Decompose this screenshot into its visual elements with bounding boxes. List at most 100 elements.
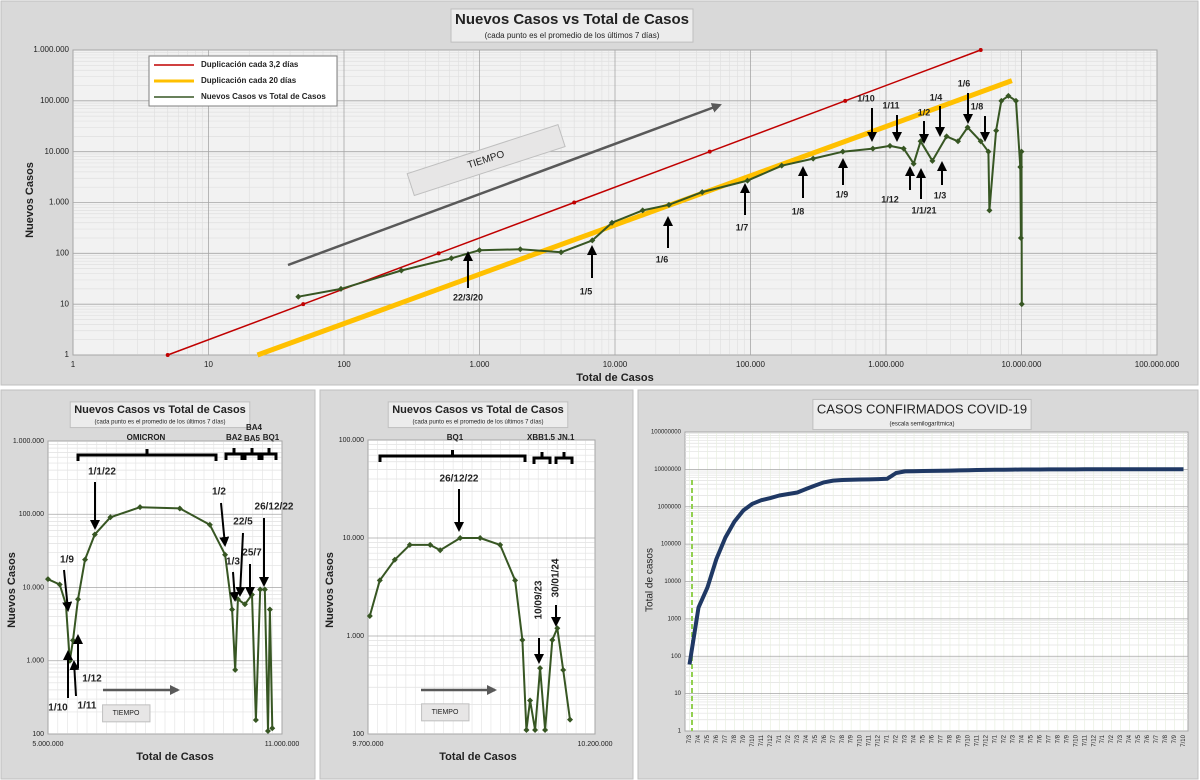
annotation: 1/3 — [226, 557, 240, 568]
y-tick-label: 100.000 — [40, 96, 69, 105]
x-tick-label: 7/4 — [804, 734, 810, 743]
annotation-arrow — [62, 569, 73, 612]
annotation: 22/5 — [233, 517, 253, 528]
annotation: 25/7 — [242, 548, 262, 559]
point — [589, 237, 596, 244]
chart-title: Nuevos Casos vs Total de Casos — [455, 11, 689, 28]
y-tick-label: 100 — [671, 654, 682, 660]
point — [943, 133, 950, 140]
point — [56, 581, 63, 588]
x-tick-label: 9.700.000 — [352, 741, 383, 748]
point — [448, 255, 455, 262]
point — [537, 665, 544, 672]
point — [512, 577, 519, 584]
annotation: BA2 — [226, 433, 243, 442]
point — [532, 726, 539, 733]
point — [910, 160, 917, 167]
y-tick-label: 1.000 — [26, 658, 44, 665]
x-tick-label: 7/8 — [732, 734, 738, 743]
x-tick-label: 7/7 — [723, 734, 729, 743]
x-tick-label: 7/5 — [1028, 734, 1034, 743]
annotation: 26/12/22 — [255, 502, 294, 513]
point — [1005, 92, 1012, 99]
x-tick-label: 7/2 — [1109, 734, 1115, 743]
x-tick-label: 1.000 — [469, 360, 490, 369]
point — [232, 666, 239, 673]
chart-subtitle: (escala semilogarítmica) — [889, 422, 954, 428]
y-tick-label: 10.000 — [45, 147, 70, 156]
point — [261, 586, 268, 593]
point — [269, 725, 276, 732]
point — [558, 249, 565, 256]
annotation-box — [421, 703, 470, 722]
point — [107, 514, 114, 521]
x-tick-label: 10 — [204, 360, 213, 369]
x-tick-label: 7/1 — [777, 734, 783, 743]
series-line — [368, 537, 571, 731]
x-tick-label: 7/10 — [966, 734, 972, 746]
annotation: OMICRON — [127, 433, 166, 442]
x-tick-label: 7/4 — [696, 734, 702, 743]
point — [993, 127, 1000, 134]
y-tick-label: 1 — [65, 350, 70, 359]
y-axis-label: Nuevos Casos — [24, 162, 36, 238]
annotation: BQ1 — [447, 433, 464, 442]
x-tick-label: 7/9 — [741, 734, 747, 743]
point — [839, 148, 846, 155]
annotation: BQ1 — [263, 433, 280, 442]
x-tick-label: 7/3 — [1010, 734, 1016, 743]
bracket — [260, 448, 278, 460]
x-tick-label: 1.000.000 — [868, 360, 904, 369]
chart-subtitle: (cada punto es el promedio de los último… — [412, 420, 543, 426]
point — [165, 353, 170, 357]
annotation: 22/3/20 — [453, 292, 483, 302]
x-tick-label: 7/4 — [1127, 734, 1133, 743]
annotation: XBB1.5 — [527, 433, 556, 442]
point — [257, 586, 264, 593]
x-tick-label: 7/5 — [921, 734, 927, 743]
x-tick-label: 7/2 — [894, 734, 900, 743]
point — [929, 157, 936, 164]
x-tick-label: 7/10 — [1181, 734, 1187, 746]
point — [337, 285, 344, 292]
point — [843, 98, 848, 103]
y-tick-label: 1000 — [668, 616, 682, 622]
y-tick-label: 1.000 — [49, 198, 70, 207]
x-tick-label: 7/12 — [1091, 734, 1097, 746]
x-tick-label: 7/5 — [1136, 734, 1142, 743]
bracket — [378, 450, 527, 462]
y-tick-label: 1.000 — [346, 633, 364, 640]
annotation: 1/8 — [792, 206, 805, 216]
point — [608, 219, 615, 226]
x-tick-label: 7/12 — [768, 734, 774, 746]
point — [560, 666, 567, 673]
annotation: 10/09/23 — [534, 580, 545, 619]
point — [376, 577, 383, 584]
bracket — [532, 452, 552, 464]
y-tick-label: 10 — [674, 691, 681, 697]
title-box — [387, 401, 569, 429]
point — [391, 556, 398, 563]
annotation: 1/9 — [60, 555, 74, 566]
x-axis-label: Total de Casos — [576, 372, 653, 384]
x-tick-label: 7/8 — [1055, 734, 1061, 743]
point — [406, 541, 413, 548]
annotation-arrow — [235, 532, 246, 597]
y-tick-label: 10000 — [664, 579, 681, 585]
point — [699, 189, 706, 196]
point — [266, 606, 273, 613]
annotation: 1/12 — [82, 674, 102, 685]
y-tick-label: 100 — [352, 731, 364, 738]
x-tick-label: 7/9 — [1172, 734, 1178, 743]
x-tick-label: 7/4 — [1019, 734, 1025, 743]
x-tick-label: 7/6 — [1037, 734, 1043, 743]
title-box — [812, 398, 1032, 431]
point — [707, 149, 712, 154]
y-tick-label: 10000000 — [654, 467, 681, 473]
point — [206, 521, 213, 528]
annotation: TIEMPO — [113, 710, 140, 717]
point — [436, 251, 441, 256]
point — [91, 531, 98, 538]
point — [985, 148, 992, 155]
